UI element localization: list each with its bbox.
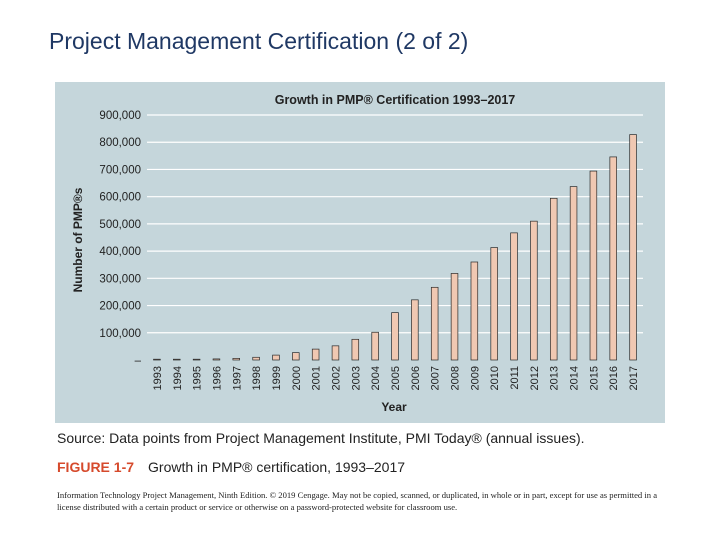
bar-1997	[232, 358, 241, 361]
slide-title: Project Management Certification (2 of 2…	[49, 28, 469, 54]
chart-panel: Growth in PMP® Certification 1993–2017 –…	[55, 82, 665, 423]
x-tick-label: 1995	[192, 366, 204, 390]
x-axis-ticks: 1993 1994 1995 1996 1997 1998 1999 2000 2001 2002…	[152, 366, 640, 390]
y-tick-label: 600,000	[99, 192, 141, 204]
y-tick-label: 900,000	[99, 110, 141, 122]
bar-2013	[549, 197, 558, 361]
bar-2015	[589, 170, 598, 361]
x-tick-label: 2017	[628, 366, 640, 390]
gridlines	[147, 114, 643, 334]
x-tick-label: 2001	[311, 366, 323, 390]
y-tick-label: 400,000	[99, 246, 141, 258]
y-tick-label: 500,000	[99, 219, 141, 231]
y-axis-ticks: – 100,000 200,000 300,000 400,000 500,000 600,…	[99, 110, 141, 367]
y-tick-label: 100,000	[99, 328, 141, 340]
bar-2008	[450, 273, 459, 361]
bar-2000	[292, 352, 300, 361]
x-tick-label: 2007	[430, 366, 442, 390]
x-tick-label: 2004	[370, 366, 382, 390]
x-tick-label: 2006	[410, 366, 422, 390]
x-tick-label: 2002	[330, 366, 342, 390]
bar-2016	[609, 156, 617, 361]
x-tick-label: 2012	[529, 366, 541, 390]
y-tick-label: 700,000	[99, 164, 141, 176]
bar-2005	[391, 312, 399, 361]
x-tick-label: 1996	[211, 366, 223, 390]
bar-1995	[192, 358, 201, 361]
x-tick-label: 2000	[291, 366, 303, 390]
y-axis-label: Number of PMP®s	[71, 187, 85, 292]
bar-2006	[411, 299, 419, 361]
bar-2014	[569, 186, 578, 361]
x-tick-label: 2015	[588, 366, 600, 390]
bar-2004	[371, 331, 379, 361]
y-tick-label: –	[135, 355, 142, 367]
chart-title: Growth in PMP® Certification 1993–2017	[275, 93, 516, 107]
x-tick-label: 1998	[251, 366, 263, 390]
y-tick-label: 800,000	[99, 137, 141, 149]
x-tick-label: 2010	[489, 366, 501, 390]
y-tick-label: 200,000	[99, 301, 141, 313]
figure-caption: FIGURE 1-7 Growth in PMP® certification, …	[57, 459, 405, 475]
x-tick-label: 1993	[152, 366, 164, 390]
x-tick-label: 2008	[450, 366, 462, 390]
bars	[153, 134, 637, 361]
chart-source-note: Source: Data points from Project Managem…	[57, 430, 585, 446]
bar-2017	[629, 134, 637, 361]
bar-2012	[530, 220, 538, 361]
bar-1994	[173, 358, 181, 361]
x-tick-label: 2009	[469, 366, 481, 390]
x-tick-label: 2013	[549, 366, 561, 390]
figure-caption-text: Growth in PMP® certification, 1993–2017	[148, 459, 406, 475]
figure-number: FIGURE 1-7	[57, 459, 135, 475]
bar-1996	[212, 358, 221, 361]
bar-2011	[510, 232, 518, 361]
y-tick-label: 300,000	[99, 273, 141, 285]
bar-2003	[351, 338, 360, 361]
x-tick-label: 1997	[231, 366, 243, 390]
bar-2009	[470, 261, 479, 361]
bar-2001	[311, 348, 320, 361]
x-tick-label: 2005	[390, 366, 402, 390]
bar-2002	[331, 345, 340, 361]
x-tick-label: 2011	[509, 366, 521, 390]
bar-1993	[153, 358, 161, 361]
bar-2010	[490, 247, 498, 361]
x-tick-label: 2016	[608, 366, 620, 390]
bar-2007	[430, 286, 439, 361]
x-tick-label: 1999	[271, 366, 283, 390]
x-axis-label: Year	[381, 400, 407, 414]
x-tick-label: 2003	[350, 366, 362, 390]
bar-1999	[272, 354, 280, 361]
copyright-footer: Information Technology Project Managemen…	[57, 490, 658, 512]
x-tick-label: 2014	[569, 366, 581, 390]
bar-chart: Growth in PMP® Certification 1993–2017 –…	[71, 93, 643, 414]
x-tick-label: 1994	[172, 366, 184, 390]
bar-1998	[252, 356, 260, 361]
